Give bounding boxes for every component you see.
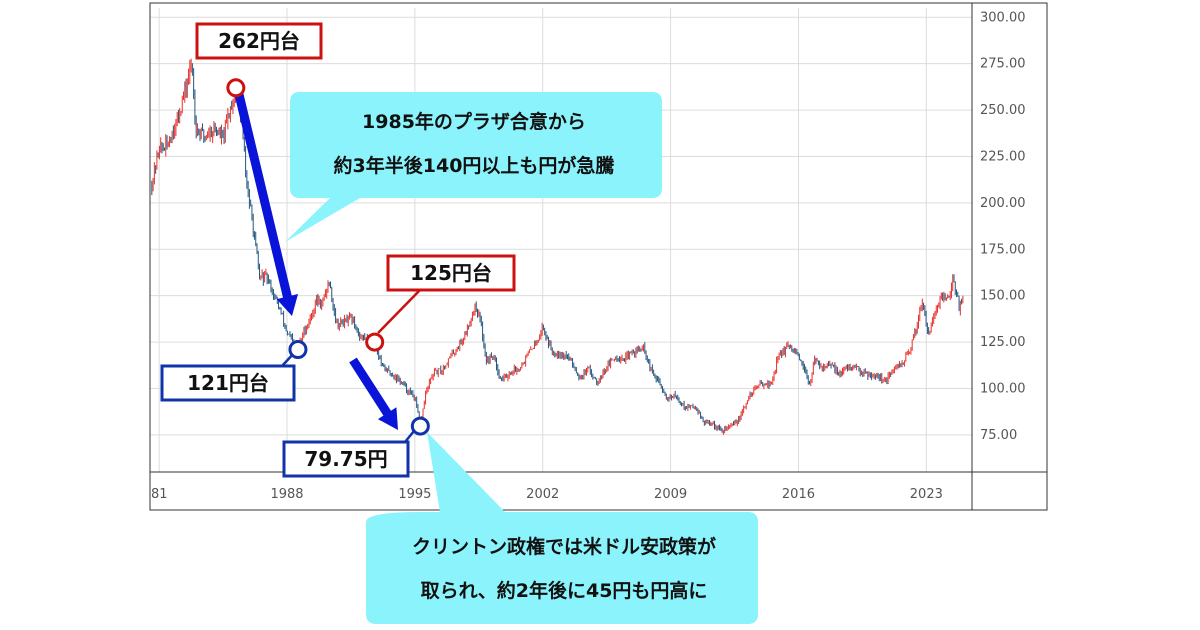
x-tick-label: 2016 [782, 487, 815, 502]
note-plaza-line: 1985年のプラザ合意から [362, 110, 586, 133]
x-tick-label: 81 [151, 487, 168, 502]
y-tick-label: 125.00 [980, 335, 1026, 350]
trend-arrows [232, 84, 398, 430]
arrow-clinton-decline [349, 357, 398, 430]
candles-layer [151, 58, 964, 435]
annotation-leader [377, 289, 421, 334]
annotation-label: 121円台 [187, 371, 269, 395]
x-tick-label: 2009 [654, 487, 687, 502]
arrow-plaza-decline [232, 84, 299, 316]
x-tick-label: 2002 [526, 487, 559, 502]
annotation-label: 79.75円 [304, 447, 387, 471]
annotation-label: 125円台 [410, 261, 492, 285]
annotation-label: 262円台 [218, 29, 300, 53]
y-tick-label: 175.00 [980, 242, 1026, 257]
note-clinton-line: 取られ、約2年後に45円も円高に [421, 579, 708, 602]
x-tick-label: 1988 [270, 487, 303, 502]
y-tick-label: 100.00 [980, 381, 1026, 396]
y-tick-label: 200.00 [980, 196, 1026, 211]
note-plaza-bubble [285, 92, 662, 242]
y-tick-label: 150.00 [980, 289, 1026, 304]
annotation-marker [365, 332, 385, 352]
y-tick-label: 250.00 [980, 103, 1026, 118]
annotation-marker [288, 340, 308, 360]
y-tick-label: 275.00 [980, 57, 1026, 72]
note-clinton-bubble [366, 432, 758, 624]
axis-layer: 300.00 275.00 250.00 225.00 200.00 175.00 150.… [151, 10, 1026, 502]
x-tick-label: 1995 [398, 487, 431, 502]
annotation-box [282, 440, 410, 478]
annotation-leader [404, 430, 415, 443]
annotation-box [195, 22, 323, 60]
y-tick-label: 75.00 [980, 428, 1017, 443]
grid-layer [150, 8, 972, 472]
annotation-marker [226, 78, 246, 98]
note-plaza-line: 約3年半後140円以上も円が急騰 [334, 154, 616, 177]
annotation-marker [410, 416, 430, 436]
outer-frame [149, 2, 1048, 511]
annotation-box [160, 364, 296, 402]
y-tick-label: 300.00 [980, 10, 1026, 25]
annotation-box [386, 254, 516, 292]
chart-frame [149, 2, 1048, 511]
y-tick-label: 225.00 [980, 149, 1026, 164]
price-annotations: 262円台 121円台 125円台 79.75円 [160, 22, 516, 478]
x-tick-label: 2023 [910, 487, 943, 502]
note-clinton-line: クリントン政権では米ドル安政策が [412, 535, 716, 558]
explanation-notes: 1985年のプラザ合意から約3年半後140円以上も円が急騰クリントン政権では米ド… [285, 92, 758, 624]
